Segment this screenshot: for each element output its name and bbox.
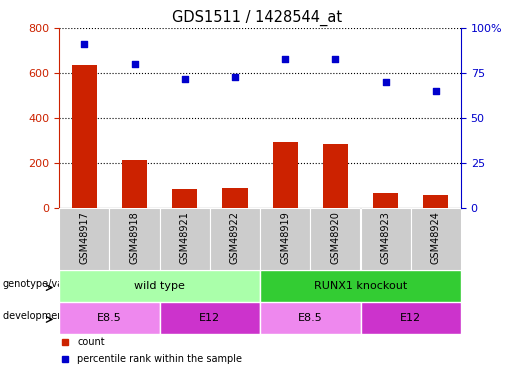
Point [382,79,390,85]
Text: genotype/variation: genotype/variation [3,279,96,290]
Bar [59,208,109,270]
Text: development stage: development stage [3,311,97,321]
Bar [310,208,360,270]
Bar [260,302,360,334]
Text: E8.5: E8.5 [298,313,323,323]
Bar [160,208,210,270]
Text: wild type: wild type [134,281,185,291]
Point [130,61,139,67]
Text: GSM48917: GSM48917 [79,211,89,264]
Text: GSM48919: GSM48919 [280,211,290,264]
Bar [72,64,97,208]
Bar [122,160,147,208]
Bar [323,144,348,208]
Point [432,88,440,94]
Bar [373,193,398,208]
Text: GDS1511 / 1428544_at: GDS1511 / 1428544_at [173,9,342,26]
Bar [423,195,449,208]
Bar [160,302,260,334]
Bar [59,270,260,302]
Bar [260,208,310,270]
Text: GSM48922: GSM48922 [230,211,240,264]
Bar [260,270,461,302]
Text: E12: E12 [199,313,220,323]
Text: GSM48923: GSM48923 [381,211,390,264]
Text: E12: E12 [400,313,421,323]
Text: E8.5: E8.5 [97,313,122,323]
Bar [109,208,160,270]
Text: percentile rank within the sample: percentile rank within the sample [77,354,242,364]
Point [80,41,89,47]
Bar [272,142,298,208]
Text: count: count [77,337,105,347]
Point [331,56,339,62]
Text: RUNX1 knockout: RUNX1 knockout [314,281,407,291]
Bar [222,188,248,208]
Bar [360,208,410,270]
Point [281,56,289,62]
Text: GSM48924: GSM48924 [431,211,441,264]
Text: GSM48921: GSM48921 [180,211,190,264]
Text: GSM48920: GSM48920 [331,211,340,264]
Bar [410,208,461,270]
Text: GSM48918: GSM48918 [130,211,140,264]
Bar [360,302,461,334]
Point [181,75,189,81]
Bar [59,302,160,334]
Bar [172,189,197,208]
Bar [210,208,260,270]
Point [231,74,239,80]
